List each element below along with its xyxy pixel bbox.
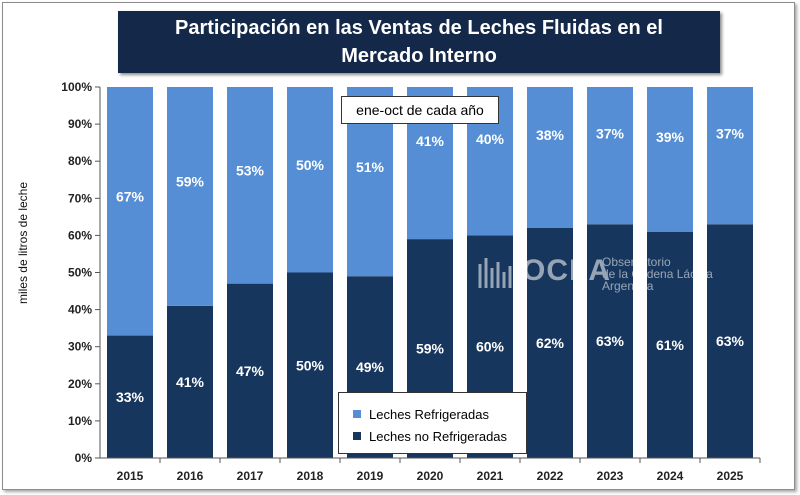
x-tick-label: 2022 <box>537 469 564 483</box>
bar-no-refrigeradas-2025 <box>707 224 753 458</box>
data-label: 37% <box>596 125 625 141</box>
bar-no-refrigeradas-2022 <box>527 227 573 458</box>
legend-swatch <box>353 432 361 440</box>
y-tick-label: 40% <box>68 303 92 317</box>
ocla-logo-word: OCLA <box>522 254 611 287</box>
y-tick-label: 10% <box>68 414 92 428</box>
data-label: 60% <box>476 339 505 355</box>
bar-no-refrigeradas-2015 <box>107 335 153 458</box>
y-tick-label: 60% <box>68 228 92 242</box>
legend-item-no-refrigeradas: Leches no Refrigeradas <box>353 425 526 447</box>
legend-label: Leches no Refrigeradas <box>369 428 508 444</box>
data-label: 59% <box>416 341 445 357</box>
data-label: 50% <box>296 357 325 373</box>
x-tick-label: 2015 <box>117 469 144 483</box>
data-label: 38% <box>536 127 565 143</box>
bar-refrigeradas-2017 <box>227 87 273 284</box>
bar-no-refrigeradas-2016 <box>167 305 213 458</box>
chart-title: Participación en las Ventas de Leches Fl… <box>118 11 720 73</box>
ocla-logo-subtitle: Observatorio de la Cadena Láctea Argenti… <box>602 256 713 292</box>
y-tick-label: 20% <box>68 377 92 391</box>
bar-refrigeradas-2022 <box>527 87 573 228</box>
bar-refrigeradas-2018 <box>287 87 333 273</box>
data-label: 49% <box>356 359 385 375</box>
x-tick-label: 2021 <box>477 469 504 483</box>
data-label: 51% <box>356 159 385 175</box>
logo-sub-line: de la Cadena Láctea <box>602 267 713 281</box>
bar-refrigeradas-2024 <box>647 87 693 232</box>
y-tick-label: 90% <box>68 117 92 131</box>
y-tick-label: 80% <box>68 154 92 168</box>
data-label: 53% <box>236 162 265 178</box>
x-tick-label: 2016 <box>177 469 204 483</box>
x-tick-label: 2019 <box>357 469 384 483</box>
data-label: 59% <box>176 174 205 190</box>
data-label: 41% <box>416 133 445 149</box>
bar-no-refrigeradas-2024 <box>647 231 693 458</box>
legend-item-refrigeradas: Leches Refrigeradas <box>353 403 526 425</box>
logo-sub-line: Argentina <box>602 279 654 293</box>
data-label: 33% <box>116 389 145 405</box>
data-label: 47% <box>236 363 265 379</box>
x-tick-label: 2025 <box>717 469 744 483</box>
data-label: 40% <box>476 131 505 147</box>
data-label: 41% <box>176 374 205 390</box>
y-tick-label: 100% <box>61 80 92 94</box>
data-label: 50% <box>296 157 325 173</box>
bar-refrigeradas-2025 <box>707 87 753 225</box>
data-label: 61% <box>656 337 685 353</box>
y-tick-label: 50% <box>68 266 92 280</box>
legend-swatch <box>353 410 361 418</box>
x-tick-label: 2020 <box>417 469 444 483</box>
y-axis-label: miles de litros de leche <box>16 182 30 304</box>
y-tick-label: 70% <box>68 191 92 205</box>
ocla-wave-icon <box>478 258 518 288</box>
data-label: 37% <box>716 125 745 141</box>
x-tick-label: 2023 <box>597 469 624 483</box>
data-label: 63% <box>716 333 745 349</box>
data-label: 67% <box>116 188 145 204</box>
period-annotation: ene-oct de cada año <box>341 96 499 124</box>
x-tick-label: 2017 <box>237 469 264 483</box>
bar-no-refrigeradas-2023 <box>587 224 633 458</box>
bar-refrigeradas-2015 <box>107 87 153 336</box>
ocla-logo: OCLA Observatorio de la Cadena Láctea Ar… <box>476 254 716 294</box>
x-tick-label: 2024 <box>657 469 684 483</box>
y-tick-label: 30% <box>68 340 92 354</box>
data-label: 39% <box>656 129 685 145</box>
data-label: 62% <box>536 335 565 351</box>
y-tick-label: 0% <box>75 451 93 465</box>
x-tick-label: 2018 <box>297 469 324 483</box>
chart-legend: Leches Refrigeradas Leches no Refrigerad… <box>338 392 527 454</box>
bar-refrigeradas-2016 <box>167 87 213 306</box>
bar-no-refrigeradas-2018 <box>287 272 333 458</box>
bar-refrigeradas-2023 <box>587 87 633 225</box>
logo-sub-line: Observatorio <box>602 255 671 269</box>
data-label: 63% <box>596 333 625 349</box>
bar-no-refrigeradas-2017 <box>227 283 273 458</box>
legend-label: Leches Refrigeradas <box>369 406 489 422</box>
